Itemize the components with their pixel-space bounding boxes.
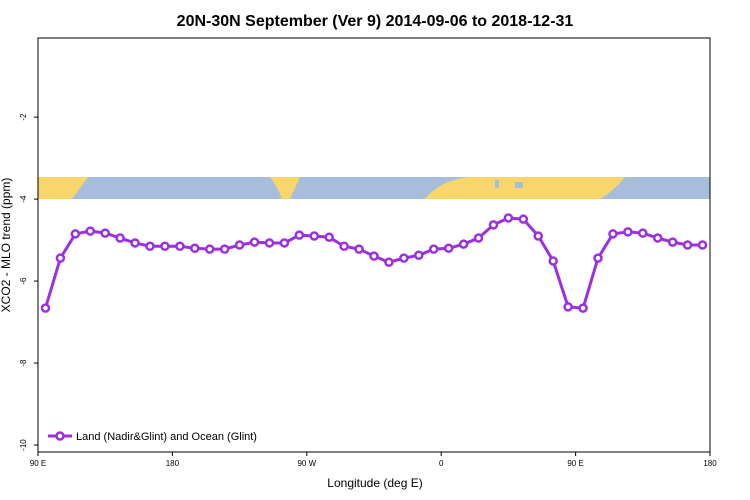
data-point: [160, 241, 170, 251]
x-tick-label: 90 W: [297, 459, 316, 468]
y-tick-label: -10: [19, 439, 28, 451]
data-point: [264, 238, 275, 248]
data-point: [175, 241, 185, 251]
data-point: [55, 253, 66, 263]
plot-frame: [37, 37, 711, 453]
data-point: [309, 231, 320, 241]
y-tick-label: -4: [19, 195, 28, 203]
data-point: [369, 251, 379, 261]
data-point: [697, 240, 708, 250]
data-point: [384, 257, 394, 267]
data-point: [354, 244, 364, 254]
data-point: [458, 239, 469, 249]
data-point: [219, 244, 230, 254]
data-point: [488, 220, 499, 230]
data-line: [44, 216, 703, 310]
data-point: [518, 214, 529, 224]
data-point: [473, 233, 484, 243]
y-tick-label: -8: [19, 359, 28, 367]
y-tick-label: -2: [19, 113, 28, 121]
data-point: [249, 237, 260, 247]
data-point: [503, 213, 514, 223]
data-point: [100, 228, 110, 238]
data-point: [145, 241, 155, 251]
data-point: [563, 302, 573, 312]
data-point: [578, 303, 588, 313]
chart-title: 20N-30N September (Ver 9) 2014-09-06 to …: [177, 13, 574, 30]
x-tick-label: 180: [166, 459, 180, 468]
data-point: [70, 229, 81, 239]
data-point: [608, 229, 618, 239]
data-point: [399, 253, 409, 263]
data-point: [533, 231, 544, 241]
data-point: [190, 243, 200, 254]
data-point: [443, 243, 454, 254]
x-tick-label: 0: [439, 459, 444, 468]
y-axis-title: XCO2 - MLO trend (ppm): [0, 178, 13, 313]
data-point: [667, 237, 678, 247]
data-point: [682, 240, 693, 250]
data-point: [638, 228, 648, 238]
data-point: [85, 226, 96, 236]
legend-marker: [55, 431, 65, 441]
y-tick-label: -6: [19, 277, 28, 285]
data-point: [414, 250, 424, 260]
x-tick-label: 90 E: [567, 459, 583, 468]
data-point: [294, 230, 305, 240]
map-strip: [38, 177, 710, 199]
x-tick-label: 90 E: [30, 459, 46, 468]
data-point: [593, 253, 603, 263]
data-point: [324, 232, 334, 242]
data-point: [279, 238, 290, 248]
x-tick-label: 180: [703, 459, 717, 468]
legend-label: Land (Nadir&Glint) and Ocean (Glint): [76, 431, 257, 443]
data-point: [40, 303, 51, 313]
data-point: [428, 244, 439, 254]
data-point: [623, 227, 633, 237]
data-point: [548, 256, 558, 266]
data-point: [204, 244, 215, 254]
data-point: [234, 240, 245, 250]
data-point: [652, 233, 663, 243]
data-point: [130, 238, 140, 248]
data-point: [339, 241, 349, 251]
data-point: [115, 233, 125, 243]
x-axis-title: Longitude (deg E): [327, 476, 422, 490]
